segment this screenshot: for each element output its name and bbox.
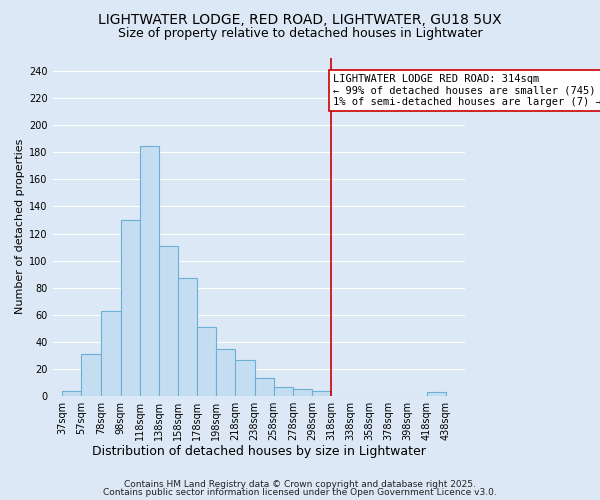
- Y-axis label: Number of detached properties: Number of detached properties: [15, 139, 25, 314]
- Text: Contains HM Land Registry data © Crown copyright and database right 2025.: Contains HM Land Registry data © Crown c…: [124, 480, 476, 489]
- Bar: [254, 378, 274, 396]
- Bar: [159, 246, 178, 396]
- Bar: [178, 278, 197, 396]
- Text: Size of property relative to detached houses in Lightwater: Size of property relative to detached ho…: [118, 28, 482, 40]
- Bar: [293, 390, 312, 396]
- Bar: [121, 220, 140, 396]
- Bar: [217, 348, 235, 396]
- Text: Contains public sector information licensed under the Open Government Licence v3: Contains public sector information licen…: [103, 488, 497, 497]
- Text: LIGHTWATER LODGE RED ROAD: 314sqm
← 99% of detached houses are smaller (745)
1% : LIGHTWATER LODGE RED ROAD: 314sqm ← 99% …: [333, 74, 600, 107]
- Bar: [427, 392, 446, 396]
- Bar: [197, 327, 217, 396]
- X-axis label: Distribution of detached houses by size in Lightwater: Distribution of detached houses by size …: [92, 444, 426, 458]
- Bar: [62, 390, 82, 396]
- Bar: [82, 354, 101, 396]
- Bar: [140, 146, 159, 396]
- Bar: [312, 390, 331, 396]
- Bar: [101, 311, 121, 396]
- Bar: [274, 386, 293, 396]
- Text: LIGHTWATER LODGE, RED ROAD, LIGHTWATER, GU18 5UX: LIGHTWATER LODGE, RED ROAD, LIGHTWATER, …: [98, 12, 502, 26]
- Bar: [235, 360, 254, 396]
